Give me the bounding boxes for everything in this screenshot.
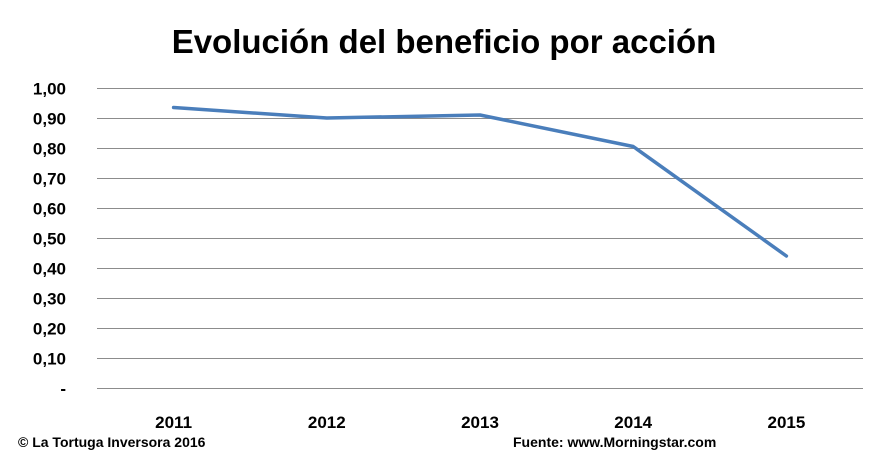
y-tick-label: 1,00 bbox=[33, 80, 66, 99]
x-axis-ticks: 2011 2012 2013 2014 2015 bbox=[155, 413, 805, 432]
y-tick-label: 0,70 bbox=[33, 170, 66, 189]
x-tick-label: 2013 bbox=[461, 413, 499, 432]
y-tick-label: 0,90 bbox=[33, 110, 66, 129]
x-tick-label: 2012 bbox=[308, 413, 346, 432]
gridlines bbox=[97, 89, 863, 389]
y-tick-label: 0,10 bbox=[33, 350, 66, 369]
y-tick-label: 0,30 bbox=[33, 290, 66, 309]
footer-source: Fuente: www.Morningstar.com bbox=[513, 434, 716, 450]
series-line bbox=[174, 108, 787, 257]
x-tick-label: 2015 bbox=[767, 413, 805, 432]
y-tick-label: - bbox=[60, 380, 66, 399]
y-tick-label: 0,40 bbox=[33, 260, 66, 279]
series-layer bbox=[174, 107, 787, 256]
y-tick-label: 0,50 bbox=[33, 230, 66, 249]
x-tick-label: 2011 bbox=[155, 413, 192, 432]
y-tick-label: 0,60 bbox=[33, 200, 66, 219]
y-axis-ticks: 1,00 0,90 0,80 0,70 0,60 0,50 0,40 0,30 0,20 0,10… bbox=[33, 80, 66, 399]
y-tick-label: 0,80 bbox=[33, 140, 66, 159]
footer-copyright: © La Tortuga Inversora 2016 bbox=[18, 434, 206, 450]
chart-title: Evolución del beneficio por acción bbox=[172, 23, 717, 60]
x-tick-label: 2014 bbox=[614, 413, 652, 432]
y-tick-label: 0,20 bbox=[33, 320, 66, 339]
